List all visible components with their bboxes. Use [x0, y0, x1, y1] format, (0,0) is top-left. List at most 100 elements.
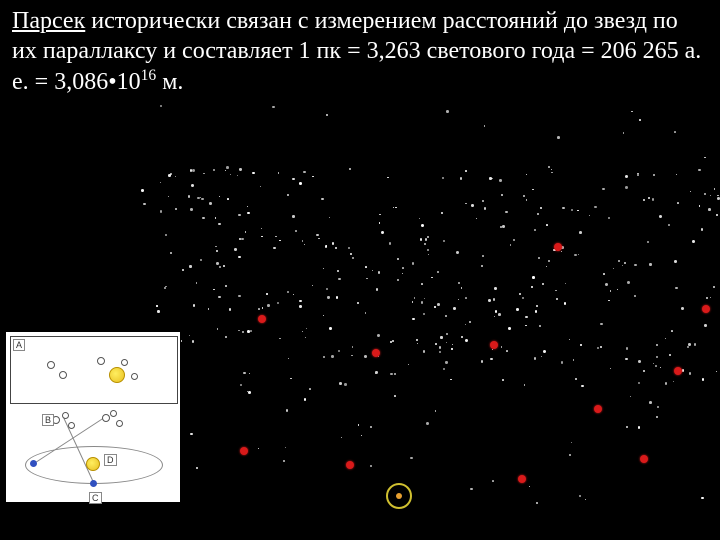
star	[610, 368, 611, 369]
star	[602, 188, 604, 190]
star	[634, 295, 636, 297]
star	[370, 426, 372, 428]
star	[352, 346, 354, 348]
star	[190, 208, 193, 211]
star	[286, 409, 289, 412]
star	[569, 339, 570, 340]
star	[326, 288, 328, 290]
sun-icon	[109, 367, 125, 383]
star	[192, 340, 194, 342]
star	[536, 305, 538, 307]
star	[574, 254, 577, 257]
star	[690, 191, 691, 192]
star	[325, 245, 327, 247]
star	[379, 214, 380, 215]
star	[348, 247, 350, 249]
star	[424, 243, 426, 245]
star	[540, 207, 543, 210]
star	[541, 356, 542, 357]
star	[608, 217, 610, 219]
star	[435, 410, 437, 412]
star	[428, 254, 429, 255]
star	[390, 373, 393, 376]
star	[431, 277, 432, 278]
star	[460, 177, 462, 179]
star-circle	[121, 359, 128, 366]
star	[329, 327, 332, 330]
star	[366, 278, 367, 279]
star	[175, 176, 176, 177]
star	[647, 241, 649, 243]
star	[364, 355, 367, 358]
star	[653, 174, 655, 176]
star	[143, 203, 145, 205]
star	[562, 207, 564, 209]
star	[631, 111, 632, 112]
star	[556, 298, 559, 301]
star	[634, 264, 636, 266]
star	[699, 205, 700, 206]
star	[581, 385, 583, 387]
star	[626, 347, 628, 349]
star	[692, 240, 695, 243]
star	[675, 287, 677, 289]
star	[510, 244, 511, 245]
star	[543, 350, 546, 353]
star	[344, 383, 347, 386]
star	[290, 378, 292, 380]
star	[238, 214, 240, 216]
star	[181, 340, 183, 342]
star	[378, 271, 380, 273]
star	[160, 105, 162, 107]
star	[379, 222, 380, 223]
star	[189, 265, 191, 267]
star	[492, 480, 494, 482]
star	[412, 318, 415, 321]
star	[537, 213, 540, 216]
star	[267, 304, 270, 307]
star	[465, 203, 467, 205]
star	[625, 358, 628, 361]
red-star	[346, 461, 354, 469]
red-star	[258, 315, 266, 323]
star	[565, 283, 566, 284]
star	[627, 281, 630, 284]
star	[484, 207, 487, 210]
star	[402, 273, 403, 274]
star	[653, 363, 654, 364]
star	[229, 308, 232, 311]
star	[571, 209, 573, 211]
star	[714, 188, 715, 189]
underlined-term: Парсек	[12, 8, 85, 34]
star	[439, 351, 441, 353]
star	[402, 267, 404, 269]
main-text: Парсек исторически связан с измерением р…	[12, 6, 708, 97]
star	[551, 169, 552, 170]
star	[668, 224, 670, 226]
star	[638, 382, 640, 384]
star	[164, 287, 166, 289]
star	[381, 231, 384, 234]
earth-position	[30, 460, 37, 467]
star	[323, 356, 325, 358]
star	[706, 297, 708, 299]
star	[393, 207, 394, 208]
star	[575, 378, 577, 380]
star	[370, 465, 372, 467]
star	[656, 356, 657, 357]
star	[387, 177, 389, 179]
star	[529, 486, 530, 487]
star	[427, 249, 429, 251]
star	[571, 442, 572, 443]
star	[260, 186, 261, 187]
star	[192, 169, 195, 172]
star	[252, 172, 254, 174]
star	[243, 372, 246, 375]
star	[660, 367, 661, 368]
star	[239, 168, 241, 170]
star	[656, 344, 658, 346]
star	[469, 321, 471, 323]
star	[258, 448, 259, 449]
red-star	[372, 349, 380, 357]
red-star	[640, 455, 648, 463]
